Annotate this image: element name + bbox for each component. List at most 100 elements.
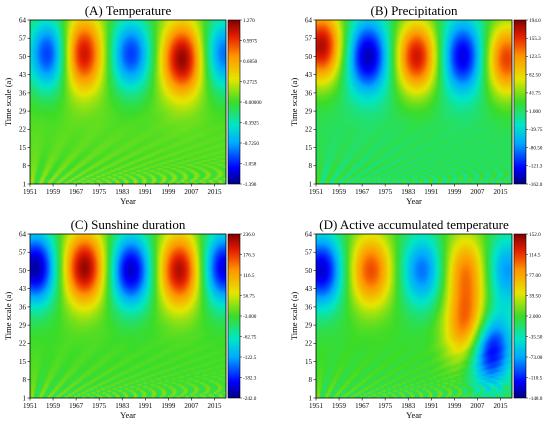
y-tick-label: 22 bbox=[19, 126, 27, 134]
heatmap-raster bbox=[316, 20, 512, 184]
x-tick-label: 1959 bbox=[46, 188, 61, 196]
chart-title: (B) Precipitation bbox=[370, 3, 458, 18]
colorbar-tick-label: 2.000 bbox=[529, 314, 541, 320]
y-tick-label: 15 bbox=[19, 144, 27, 152]
x-tick-label: 1991 bbox=[424, 402, 439, 410]
x-tick-label: 1983 bbox=[401, 188, 416, 196]
x-tick-label: 1999 bbox=[447, 188, 462, 196]
y-tick-label: 29 bbox=[305, 108, 313, 116]
y-tick-label: 8 bbox=[309, 376, 313, 384]
x-tick-label: 1967 bbox=[69, 402, 84, 410]
y-tick-label: 22 bbox=[305, 126, 313, 134]
colorbar-tick-label: 41.75 bbox=[529, 91, 541, 97]
y-tick-label: 1 bbox=[309, 180, 313, 188]
colorbar-tick-label: 114.5 bbox=[529, 252, 541, 258]
colorbar-tick-label: -0.3925 bbox=[243, 120, 259, 126]
x-tick-label: 2007 bbox=[470, 402, 485, 410]
x-tick-label: 1991 bbox=[424, 188, 439, 196]
y-tick-label: 8 bbox=[309, 162, 313, 170]
y-tick-label: 43 bbox=[305, 285, 313, 293]
x-tick-label: 1951 bbox=[23, 402, 38, 410]
x-tick-label: 1951 bbox=[23, 188, 38, 196]
y-tick-label: 43 bbox=[305, 71, 313, 79]
y-tick-label: 50 bbox=[19, 267, 27, 275]
colorbar-tick-label: -110.5 bbox=[529, 375, 543, 381]
colorbar-tick-label: -35.50 bbox=[529, 334, 543, 340]
colorbar bbox=[228, 20, 240, 184]
y-tick-label: 43 bbox=[19, 285, 27, 293]
colorbar-frame bbox=[513, 19, 527, 185]
x-tick-label: 1983 bbox=[115, 402, 130, 410]
y-tick-label: 1 bbox=[309, 394, 313, 402]
y-axis-label: Time scale (a) bbox=[3, 292, 13, 340]
x-tick-label: 2007 bbox=[470, 188, 485, 196]
plot-frame bbox=[315, 233, 513, 399]
y-tick-label: 57 bbox=[305, 35, 313, 43]
colorbar bbox=[228, 234, 240, 398]
x-tick-label: 2015 bbox=[493, 188, 508, 196]
x-axis-label: Year bbox=[120, 196, 136, 206]
chart-title: (D) Active accumulated temperature bbox=[319, 217, 509, 232]
heatmap-raster bbox=[30, 234, 226, 398]
y-tick-label: 36 bbox=[19, 303, 27, 311]
y-tick-label: 22 bbox=[305, 340, 313, 348]
y-tick-label: 64 bbox=[19, 16, 27, 24]
x-tick-label: 1975 bbox=[92, 402, 107, 410]
y-tick-label: 15 bbox=[19, 358, 27, 366]
x-tick-label: 2015 bbox=[493, 402, 508, 410]
colorbar-tick-label: -73.00 bbox=[529, 355, 543, 361]
colorbar-tick-label: 236.0 bbox=[243, 232, 255, 238]
y-tick-label: 57 bbox=[19, 249, 27, 257]
colorbar-tick-label: -148.0 bbox=[529, 396, 543, 402]
colorbar-tick-label: 176.3 bbox=[243, 252, 255, 258]
x-tick-label: 1967 bbox=[69, 188, 84, 196]
colorbar-tick-label: -121.3 bbox=[529, 164, 543, 170]
x-tick-label: 1983 bbox=[115, 188, 130, 196]
colorbar-tick-label: -39.75 bbox=[529, 127, 543, 133]
chart-title: (A) Temperature bbox=[85, 3, 172, 18]
y-tick-label: 36 bbox=[305, 89, 313, 97]
colorbar-tick-label: 56.75 bbox=[243, 293, 255, 299]
colorbar bbox=[514, 20, 526, 184]
plot-frame bbox=[29, 233, 227, 399]
colorbar-tick-label: 1.000 bbox=[529, 109, 541, 115]
heatmap-raster bbox=[316, 234, 512, 398]
chart-title: (C) Sunshine duration bbox=[71, 217, 186, 232]
x-tick-label: 1975 bbox=[378, 402, 393, 410]
colorbar-tick-label: 116.5 bbox=[243, 273, 255, 279]
x-tick-label: 1983 bbox=[401, 402, 416, 410]
y-tick-label: 29 bbox=[19, 108, 27, 116]
colorbar-tick-label: -3.000 bbox=[243, 314, 257, 320]
colorbar-tick-label: -182.3 bbox=[243, 375, 257, 381]
colorbar-tick-label: 0.2725 bbox=[243, 79, 258, 85]
x-tick-label: 2015 bbox=[207, 402, 222, 410]
plot-frame bbox=[29, 19, 227, 185]
x-tick-label: 2007 bbox=[184, 402, 199, 410]
x-axis-label: Year bbox=[120, 410, 136, 420]
colorbar-tick-label: -1.058 bbox=[243, 161, 257, 167]
colorbar-tick-label: 152.0 bbox=[529, 232, 541, 238]
x-tick-label: 2007 bbox=[184, 188, 199, 196]
x-axis-label: Year bbox=[406, 196, 422, 206]
x-tick-label: 1951 bbox=[309, 188, 324, 196]
colorbar-tick-label: -80.50 bbox=[529, 145, 543, 151]
y-tick-label: 43 bbox=[19, 71, 27, 79]
y-tick-label: 1 bbox=[23, 180, 27, 188]
y-tick-label: 29 bbox=[305, 322, 313, 330]
x-tick-label: 1991 bbox=[138, 188, 153, 196]
colorbar-tick-label: -0.7250 bbox=[243, 141, 259, 147]
colorbar-tick-label: 82.50 bbox=[529, 72, 541, 78]
heatmap-raster bbox=[30, 20, 226, 184]
x-tick-label: 1999 bbox=[447, 402, 462, 410]
colorbar bbox=[514, 234, 526, 398]
y-tick-label: 8 bbox=[23, 376, 27, 384]
colorbar-tick-label: -122.5 bbox=[243, 355, 257, 361]
colorbar-tick-label: 1.270 bbox=[243, 18, 255, 24]
colorbar-tick-label: 0.6850 bbox=[243, 59, 258, 65]
y-tick-label: 57 bbox=[305, 249, 313, 257]
x-tick-label: 1975 bbox=[378, 188, 393, 196]
colorbar-tick-label: -62.75 bbox=[243, 334, 257, 340]
x-tick-label: 1967 bbox=[355, 188, 370, 196]
y-tick-label: 22 bbox=[19, 340, 27, 348]
